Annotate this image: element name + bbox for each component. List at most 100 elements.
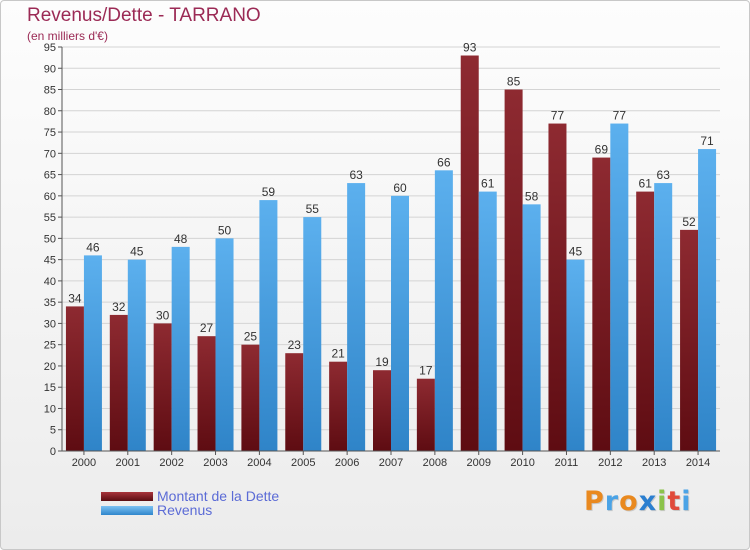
y-tick-label: 80 xyxy=(44,106,56,118)
data-label-debt: 52 xyxy=(682,215,696,229)
x-tick-label: 2001 xyxy=(116,457,140,469)
data-label-revenue: 66 xyxy=(437,155,451,169)
bar-revenue xyxy=(566,259,585,451)
x-tick-label: 2004 xyxy=(247,457,271,469)
x-tick-label: 2009 xyxy=(466,457,490,469)
bar-revenue xyxy=(391,195,409,451)
logo-letter: P xyxy=(584,486,605,517)
data-label-revenue: 45 xyxy=(569,245,583,259)
logo-letter: i xyxy=(657,486,668,517)
data-label-debt: 34 xyxy=(68,291,82,305)
y-tick-label: 10 xyxy=(44,403,56,415)
bar-debt xyxy=(109,314,128,451)
data-label-revenue: 45 xyxy=(130,245,144,259)
bar-revenue xyxy=(347,183,366,451)
data-label-revenue: 46 xyxy=(86,240,100,254)
x-tick-label: 2003 xyxy=(203,457,227,469)
chart-subtitle: (en milliers d'€) xyxy=(27,29,108,43)
data-label-debt: 30 xyxy=(156,308,170,322)
bar-debt xyxy=(65,306,84,451)
bar-debt xyxy=(197,336,216,451)
y-tick-label: 15 xyxy=(44,382,56,394)
bar-revenue xyxy=(654,183,673,451)
data-label-debt: 17 xyxy=(419,364,433,378)
y-tick-label: 50 xyxy=(44,233,56,245)
bar-debt xyxy=(153,323,172,451)
data-label-debt: 25 xyxy=(244,330,258,344)
y-tick-label: 75 xyxy=(44,127,56,139)
bar-debt xyxy=(592,157,611,451)
data-label-debt: 93 xyxy=(463,41,477,55)
data-label-revenue: 71 xyxy=(700,134,714,148)
x-tick-label: 2010 xyxy=(510,457,534,469)
bar-debt xyxy=(504,89,523,452)
x-tick-label: 2008 xyxy=(423,457,447,469)
bar-revenue xyxy=(215,238,234,451)
y-tick-label: 30 xyxy=(44,318,56,330)
bar-revenue xyxy=(83,255,102,451)
x-tick-label: 2013 xyxy=(642,457,666,469)
bar-debt xyxy=(416,378,435,451)
bar-debt xyxy=(329,361,348,451)
data-label-revenue: 58 xyxy=(525,189,539,203)
data-label-debt: 23 xyxy=(288,338,302,352)
x-tick-label: 2014 xyxy=(686,457,710,469)
data-label-revenue: 59 xyxy=(262,185,276,199)
bar-debt xyxy=(636,191,655,451)
bar-revenue xyxy=(171,246,190,451)
bar-revenue xyxy=(478,191,497,451)
data-label-debt: 27 xyxy=(200,321,214,335)
logo-letter: r xyxy=(604,486,620,517)
y-tick-label: 45 xyxy=(44,255,56,267)
chart-title: Revenus/Dette - TARRANO xyxy=(27,5,261,26)
y-tick-label: 85 xyxy=(44,85,56,97)
data-label-revenue: 61 xyxy=(481,177,495,191)
y-tick-label: 35 xyxy=(44,297,56,309)
legend-debt-swatch xyxy=(101,491,153,501)
data-label-revenue: 55 xyxy=(306,202,320,216)
x-tick-label: 2002 xyxy=(159,457,183,469)
data-label-revenue: 77 xyxy=(613,109,627,123)
bar-debt xyxy=(460,55,479,452)
bar-debt xyxy=(680,229,699,451)
y-tick-label: 20 xyxy=(44,361,56,373)
bar-debt xyxy=(548,123,567,452)
bar-revenue xyxy=(127,259,146,451)
legend-debt: Montant de la Dette xyxy=(101,488,279,504)
x-tick-label: 2012 xyxy=(598,457,622,469)
logo-letter: x xyxy=(638,486,658,517)
logo-letter: i xyxy=(681,486,692,517)
data-label-revenue: 60 xyxy=(393,181,407,195)
data-label-revenue: 63 xyxy=(657,168,671,182)
bar-debt xyxy=(241,344,260,451)
x-tick-label: 2000 xyxy=(72,457,96,469)
bar-debt xyxy=(373,370,391,451)
bar-revenue xyxy=(522,204,541,451)
y-tick-label: 25 xyxy=(44,340,56,352)
bar-revenue xyxy=(303,217,322,451)
bar-revenue xyxy=(610,123,629,452)
data-label-debt: 21 xyxy=(331,347,345,361)
y-tick-label: 70 xyxy=(44,148,56,160)
legend-debt-label: Montant de la Dette xyxy=(157,488,280,504)
x-tick-label: 2005 xyxy=(291,457,315,469)
bar-revenue xyxy=(434,170,453,452)
x-tick-label: 2011 xyxy=(555,457,579,469)
data-label-debt: 19 xyxy=(375,355,389,369)
data-label-debt: 61 xyxy=(639,177,653,191)
y-tick-label: 0 xyxy=(50,446,56,458)
legend-revenue-swatch xyxy=(101,505,153,515)
logo-letter: t xyxy=(667,486,682,517)
data-label-debt: 32 xyxy=(112,300,126,314)
data-label-debt: 85 xyxy=(507,75,521,89)
data-label-debt: 77 xyxy=(551,109,565,123)
legend-revenue-label: Revenus xyxy=(157,502,213,518)
data-label-revenue: 50 xyxy=(218,223,232,237)
x-tick-label: 2006 xyxy=(335,457,359,469)
y-tick-label: 90 xyxy=(44,63,56,75)
bar-revenue xyxy=(698,149,717,451)
y-tick-label: 65 xyxy=(44,170,56,182)
y-tick-label: 55 xyxy=(44,212,56,224)
